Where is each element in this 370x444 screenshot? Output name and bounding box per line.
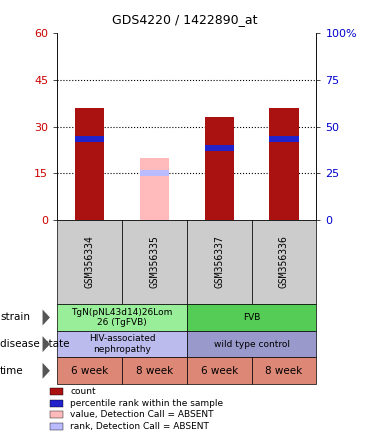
Text: disease state: disease state [0, 339, 70, 349]
Text: GSM356335: GSM356335 [149, 235, 159, 289]
Bar [269, 108, 299, 220]
Text: time: time [0, 366, 24, 376]
Bar [269, 136, 299, 142]
Bar [75, 136, 104, 142]
Text: FVB: FVB [243, 313, 260, 322]
Text: TgN(pNL43d14)26Lom
26 (TgFVB): TgN(pNL43d14)26Lom 26 (TgFVB) [71, 308, 173, 327]
Text: wild type control: wild type control [213, 340, 290, 349]
Bar [140, 158, 169, 220]
Text: strain: strain [0, 313, 30, 322]
Text: value, Detection Call = ABSENT: value, Detection Call = ABSENT [70, 410, 214, 419]
Text: rank, Detection Call = ABSENT: rank, Detection Call = ABSENT [70, 422, 209, 431]
Bar [75, 108, 104, 220]
Text: GSM356337: GSM356337 [214, 235, 224, 289]
Text: percentile rank within the sample: percentile rank within the sample [70, 399, 223, 408]
Text: 8 week: 8 week [136, 366, 173, 376]
Bar [140, 170, 169, 176]
Text: HIV-associated
nephropathy: HIV-associated nephropathy [89, 334, 155, 354]
Text: 6 week: 6 week [201, 366, 238, 376]
Text: 6 week: 6 week [71, 366, 108, 376]
Bar [205, 117, 234, 220]
Text: GSM356334: GSM356334 [85, 235, 95, 289]
Bar [205, 145, 234, 151]
Text: GDS4220 / 1422890_at: GDS4220 / 1422890_at [112, 13, 258, 26]
Text: count: count [70, 387, 96, 396]
Text: 8 week: 8 week [265, 366, 303, 376]
Text: GSM356336: GSM356336 [279, 235, 289, 289]
